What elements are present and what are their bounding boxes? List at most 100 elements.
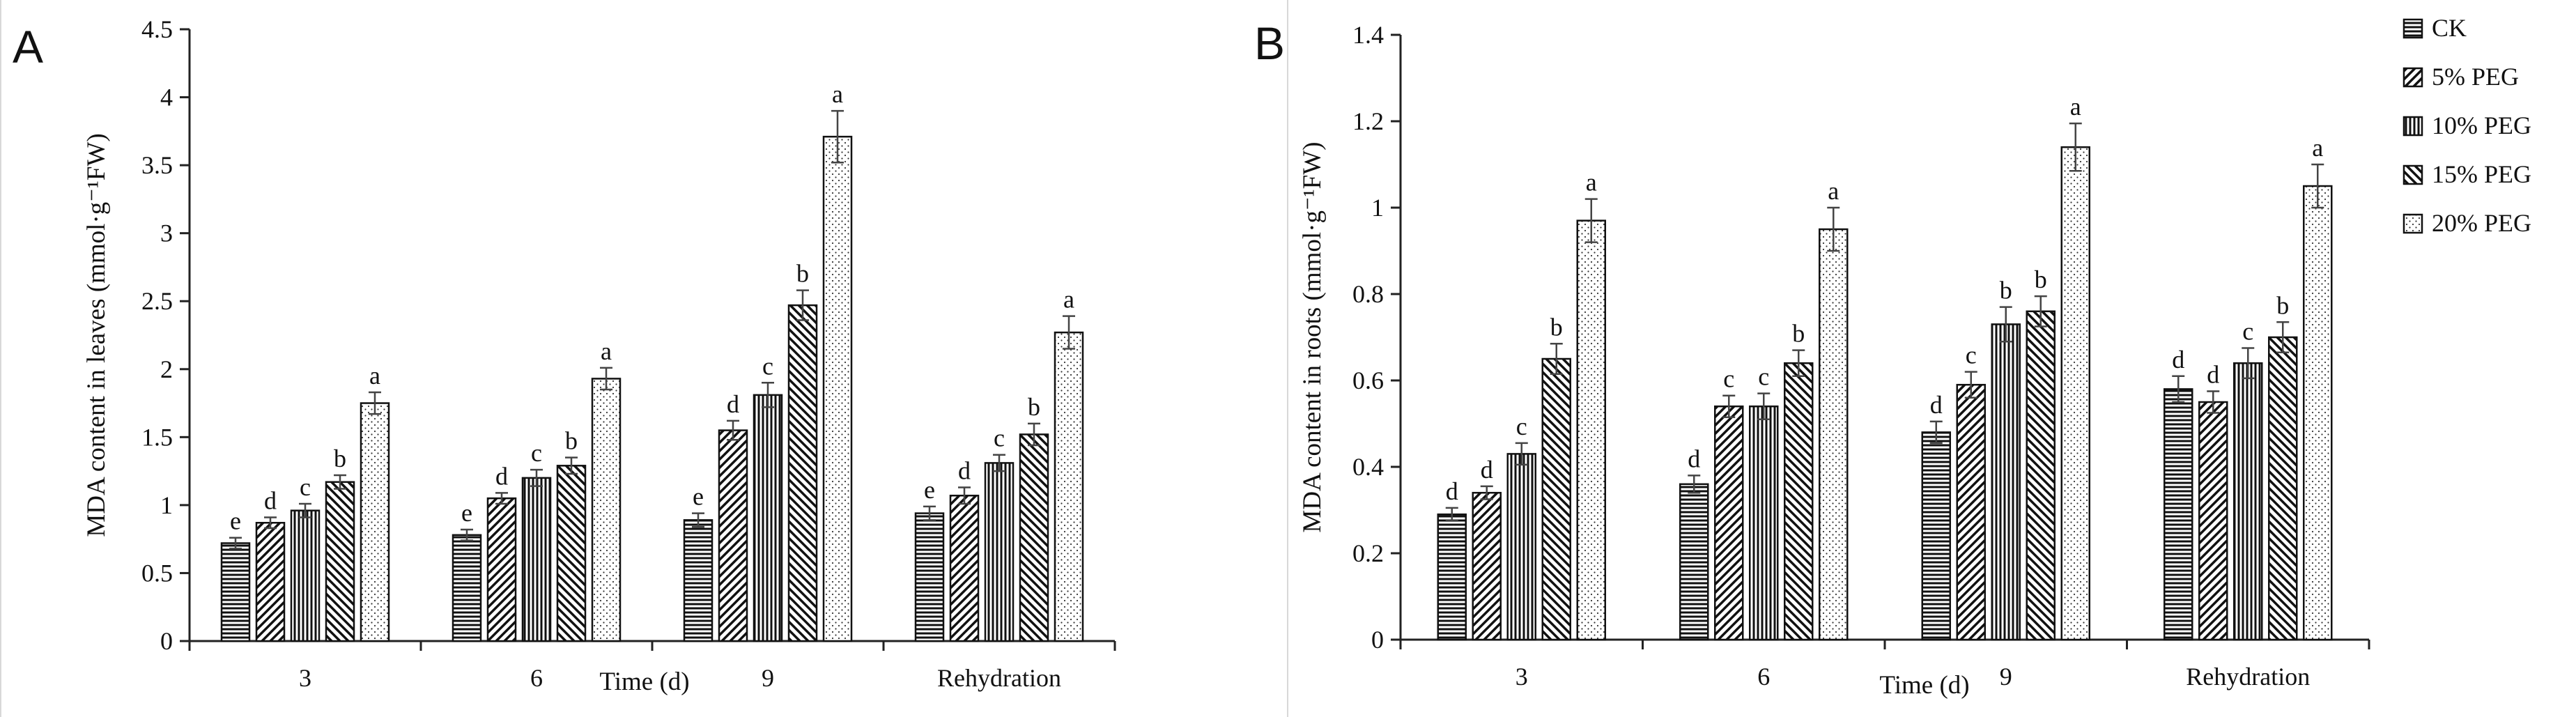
significance-letter: a — [1063, 286, 1074, 314]
legend-label-5-peg: 5% PEG — [2432, 63, 2519, 91]
bar-10-peg-6 — [521, 477, 552, 642]
y-tick-label: 2 — [160, 355, 173, 383]
significance-letter: d — [1446, 477, 1458, 505]
significance-letter: d — [2207, 361, 2219, 389]
x-tick-label: 3 — [299, 664, 311, 692]
significance-letter: b — [565, 427, 578, 455]
significance-letter: b — [1792, 320, 1805, 348]
panel-a: A 0 0.5 1 1.5 2 2.5 3 3.5 4 4.5 MDA content in leav… — [13, 15, 1116, 696]
y-axis-title: MDA content in leaves (mmol·g⁻¹FW) — [82, 133, 111, 537]
y-tick-label: 3 — [160, 219, 173, 247]
bar-20-peg-9 — [822, 135, 853, 642]
y-tick-label: 1 — [160, 491, 173, 519]
significance-letter: d — [2172, 346, 2184, 373]
significance-letter: a — [2312, 134, 2323, 162]
significance-letter: a — [2070, 93, 2081, 121]
legend-swatch-10-peg — [2403, 116, 2423, 137]
y-tick-label: 0.2 — [1352, 539, 1384, 567]
significance-letter: b — [2276, 291, 2289, 319]
panel-letter: A — [13, 21, 43, 72]
y-tick-label: 0.6 — [1352, 367, 1384, 394]
bar-10-peg-9 — [1991, 323, 2021, 641]
x-tick-label: Rehydration — [937, 664, 1061, 692]
panel-b: B 0 0.2 0.4 0.6 0.8 1 1.2 1.4 MDA content in root… — [1254, 17, 2370, 700]
bar-ck-9 — [1921, 431, 1951, 641]
legend-swatch-ck — [2403, 18, 2423, 39]
y-tick-label: 0 — [160, 627, 173, 655]
significance-letter: d — [264, 486, 277, 514]
significance-letter: e — [461, 499, 472, 527]
significance-letter: c — [994, 424, 1005, 452]
legend-swatch-20-peg — [2403, 213, 2423, 234]
significance-letter: e — [924, 476, 935, 504]
bar-15-peg-rehydration — [1019, 433, 1049, 642]
significance-letter: b — [796, 260, 809, 288]
significance-letter: a — [601, 337, 612, 365]
y-tick-label: 3.5 — [141, 151, 173, 179]
bar-ck-3 — [1437, 513, 1467, 641]
significance-letter: e — [693, 483, 704, 511]
bar-5-peg-9 — [718, 429, 748, 642]
bar-5-peg-9 — [1956, 383, 1986, 641]
significance-letter: c — [1966, 341, 1977, 369]
bar-15-peg-3 — [325, 481, 355, 642]
significance-letter: b — [334, 445, 346, 472]
x-tick-label: 6 — [1757, 663, 1770, 691]
bar-20-peg-3 — [1576, 219, 1606, 641]
bar-5-peg-6 — [1714, 405, 1744, 641]
y-tick-label: 1.5 — [141, 423, 173, 451]
significance-letter: b — [1550, 313, 1563, 341]
bar-10-peg-3 — [1506, 453, 1536, 641]
significance-letter: a — [1828, 177, 1839, 205]
significance-letter: b — [2035, 265, 2047, 293]
significance-letter: c — [2242, 318, 2253, 346]
significance-letter: c — [531, 439, 542, 467]
legend-label-ck: CK — [2432, 14, 2467, 42]
bar-ck-rehydration — [914, 512, 945, 642]
significance-letter: b — [1028, 393, 1040, 421]
significance-letter: a — [1586, 169, 1597, 196]
significance-letter: e — [230, 507, 241, 535]
x-tick-label: 9 — [762, 664, 774, 692]
significance-letter: a — [832, 80, 843, 108]
bar-5-peg-3 — [255, 522, 286, 642]
bar-ck-6 — [1679, 483, 1709, 641]
bar-ck-3 — [220, 542, 251, 642]
y-tick-label: 1 — [1371, 194, 1384, 222]
panel-letter: B — [1254, 17, 1285, 69]
y-tick-label: 2.5 — [141, 287, 173, 315]
bar-15-peg-9 — [787, 304, 818, 642]
bar-15-peg-6 — [1784, 362, 1814, 641]
bar-20-peg-9 — [2060, 146, 2090, 641]
bar-15-peg-rehydration — [2268, 336, 2298, 641]
bar-10-peg-6 — [1749, 405, 1779, 641]
bar-5-peg-rehydration — [949, 494, 980, 642]
bar-20-peg-rehydration — [2303, 185, 2333, 641]
bar-20-peg-6 — [591, 378, 622, 642]
significance-letter: c — [1758, 363, 1769, 391]
significance-letter: d — [1930, 391, 1943, 419]
legend-label-10-peg: 10% PEG — [2432, 111, 2531, 139]
bar-15-peg-9 — [2026, 310, 2056, 641]
y-tick-label: 1.2 — [1352, 107, 1384, 135]
bar-ck-6 — [452, 534, 482, 642]
significance-letter: d — [727, 390, 739, 418]
y-tick-label: 0.8 — [1352, 280, 1384, 308]
x-tick-label: 6 — [530, 664, 543, 692]
x-axis-title: Time (d) — [1879, 671, 1969, 700]
y-tick-label: 0.5 — [141, 559, 173, 587]
x-tick-label: Rehydration — [2186, 663, 2310, 691]
significance-letter: c — [762, 352, 773, 380]
bar-10-peg-rehydration — [984, 462, 1015, 642]
bar-5-peg-rehydration — [2198, 401, 2228, 641]
bar-5-peg-6 — [486, 497, 517, 642]
bar-ck-rehydration — [2164, 388, 2193, 641]
y-tick-label: 0.4 — [1352, 453, 1384, 481]
significance-letter: b — [2000, 277, 2012, 304]
significance-letter: c — [1516, 413, 1527, 440]
significance-letter: c — [300, 473, 311, 501]
bar-20-peg-3 — [360, 402, 390, 642]
y-tick-label: 1.4 — [1352, 21, 1384, 49]
bar-15-peg-3 — [1541, 357, 1571, 641]
